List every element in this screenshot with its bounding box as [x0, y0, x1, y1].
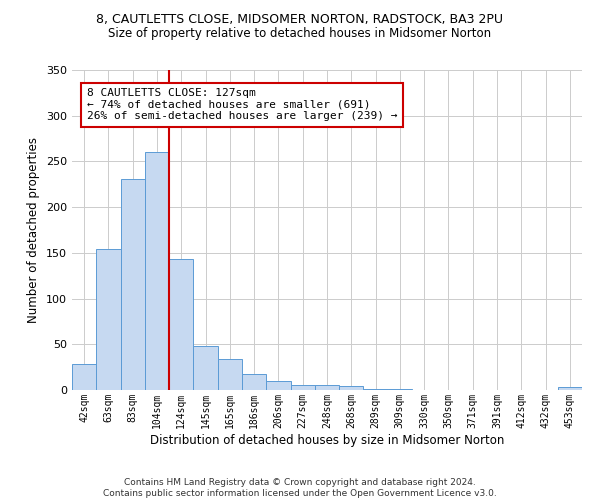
Bar	[558, 388, 582, 390]
Y-axis label: Number of detached properties: Number of detached properties	[28, 137, 40, 323]
Bar	[266, 381, 290, 390]
Text: Size of property relative to detached houses in Midsomer Norton: Size of property relative to detached ho…	[109, 28, 491, 40]
Bar	[339, 386, 364, 390]
X-axis label: Distribution of detached houses by size in Midsomer Norton: Distribution of detached houses by size …	[150, 434, 504, 446]
Bar	[193, 346, 218, 390]
Bar	[290, 386, 315, 390]
Text: 8, CAUTLETTS CLOSE, MIDSOMER NORTON, RADSTOCK, BA3 2PU: 8, CAUTLETTS CLOSE, MIDSOMER NORTON, RAD…	[97, 12, 503, 26]
Bar	[72, 364, 96, 390]
Text: 8 CAUTLETTS CLOSE: 127sqm
← 74% of detached houses are smaller (691)
26% of semi: 8 CAUTLETTS CLOSE: 127sqm ← 74% of detac…	[86, 88, 397, 122]
Bar	[388, 389, 412, 390]
Bar	[242, 374, 266, 390]
Text: Contains HM Land Registry data © Crown copyright and database right 2024.
Contai: Contains HM Land Registry data © Crown c…	[103, 478, 497, 498]
Bar	[315, 386, 339, 390]
Bar	[364, 389, 388, 390]
Bar	[169, 260, 193, 390]
Bar	[145, 152, 169, 390]
Bar	[121, 179, 145, 390]
Bar	[218, 359, 242, 390]
Bar	[96, 249, 121, 390]
